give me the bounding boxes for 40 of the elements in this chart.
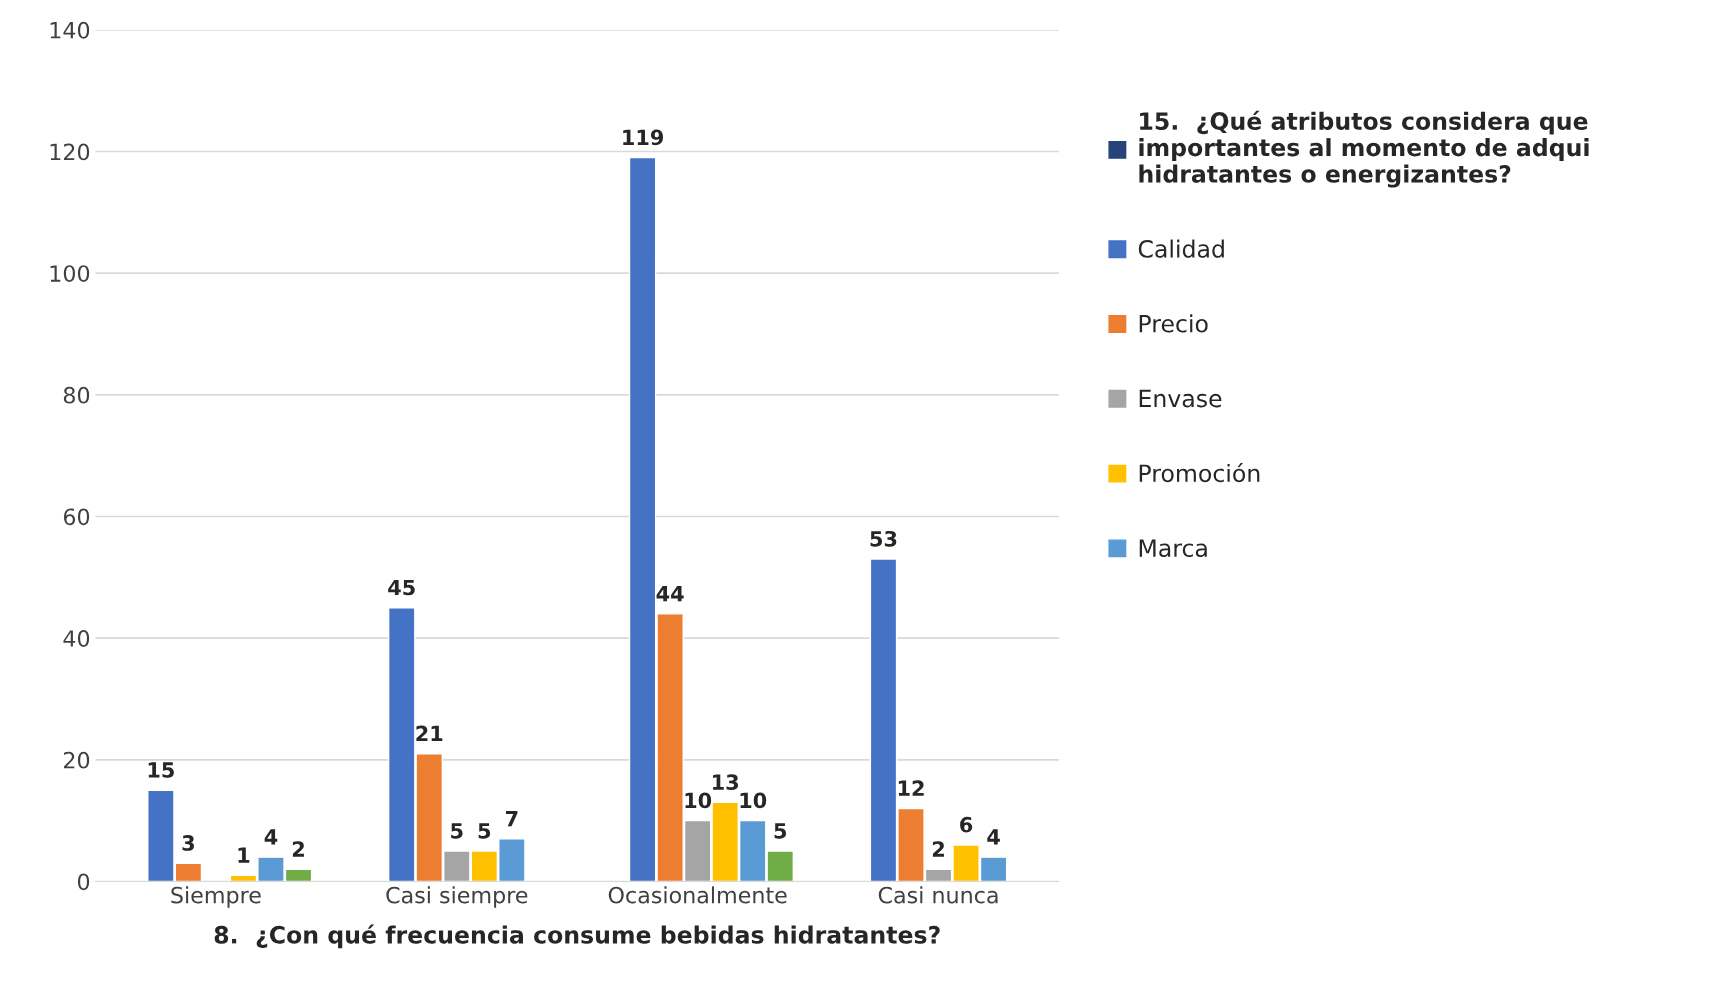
x-tick-label: Ocasionalmente xyxy=(608,886,787,904)
data-label: 6 xyxy=(960,816,973,833)
y-tick-label: 40 xyxy=(63,630,90,647)
data-label: 1 xyxy=(238,847,250,863)
data-label: 7 xyxy=(505,811,518,827)
data-label: 2 xyxy=(932,841,944,857)
x-tick-label: Casi siempre xyxy=(386,886,528,908)
legend-label: Calidad xyxy=(1138,239,1224,258)
data-label: 3 xyxy=(182,835,194,851)
y-tick-label: 20 xyxy=(63,751,90,769)
y-tick-label: 60 xyxy=(63,508,90,526)
legend-label: 15. ¿Qué atributos considera que importantes al momento de adqui hidratantes o energizantes? xyxy=(1139,110,1589,188)
legend-label: Marca xyxy=(1139,539,1207,557)
data-label: 12 xyxy=(898,780,924,796)
data-label: 15 xyxy=(148,762,174,778)
data-label: 4 xyxy=(264,829,278,845)
x-axis-title: 8. ¿Con qué frecuencia consume bebidas hidratantes? xyxy=(214,924,940,949)
legend-label: Envase xyxy=(1139,389,1222,408)
data-label: 4 xyxy=(987,829,1000,845)
x-tick-label: Siempre xyxy=(171,886,261,908)
data-label: 21 xyxy=(416,725,443,742)
y-tick-label: 80 xyxy=(63,386,90,404)
x-tick-label: Casi nunca xyxy=(878,886,998,904)
legend-label: Precio xyxy=(1139,314,1208,333)
y-tick-label: 100 xyxy=(50,265,90,282)
data-label: 2 xyxy=(292,841,304,857)
y-tick-label: 120 xyxy=(50,143,90,161)
data-label: 5 xyxy=(478,823,491,839)
y-tick-label: 0 xyxy=(77,873,90,891)
data-label: 10 xyxy=(740,792,767,809)
data-label: 45 xyxy=(388,579,415,596)
data-label: 119 xyxy=(623,129,664,146)
legend-label: Promoción xyxy=(1139,462,1260,483)
y-tick-label: 140 xyxy=(50,21,90,39)
data-label: 10 xyxy=(685,792,712,809)
data-label: 5 xyxy=(774,823,787,839)
data-label: 13 xyxy=(713,774,739,791)
data-label: 5 xyxy=(451,823,463,839)
data-label: 44 xyxy=(656,585,684,602)
data-label: 53 xyxy=(870,530,897,547)
